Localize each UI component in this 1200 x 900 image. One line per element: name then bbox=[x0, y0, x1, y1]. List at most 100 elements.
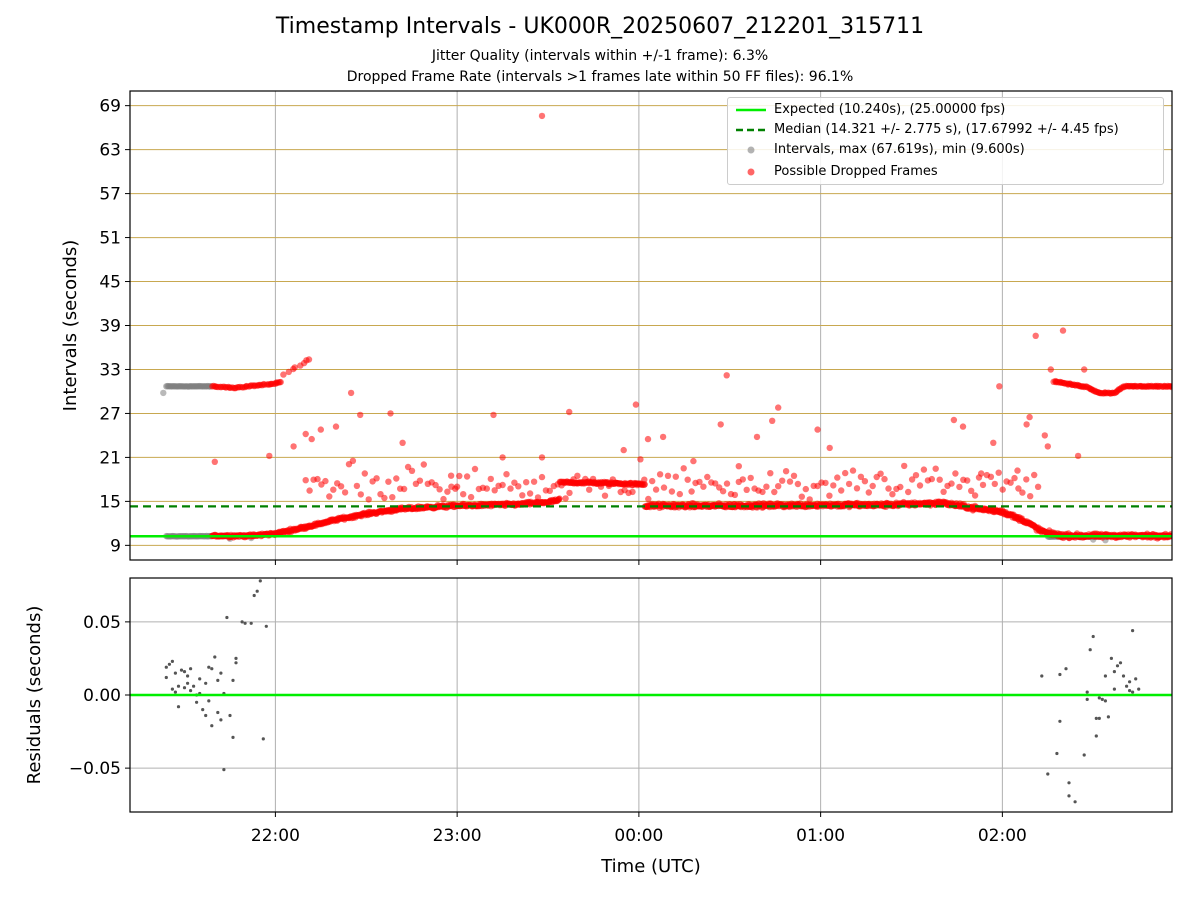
dropped-noise-140 bbox=[853, 485, 861, 492]
legend-median-swatch bbox=[736, 128, 766, 132]
dropped-outlier-43 bbox=[1059, 327, 1067, 334]
residual-point-16 bbox=[192, 684, 196, 688]
residual-point-71 bbox=[1109, 656, 1113, 661]
residual-point-67 bbox=[1100, 697, 1104, 702]
dropped-outlier-36 bbox=[1014, 467, 1021, 474]
dropped-noise-135 bbox=[834, 474, 841, 481]
dropped-noise-184 bbox=[1027, 493, 1034, 500]
dropped-noise-96 bbox=[680, 465, 687, 472]
dropped-noise-180 bbox=[1011, 474, 1018, 482]
legend-dropped-label: Possible Dropped Frames bbox=[774, 164, 938, 179]
dropped-noise-21 bbox=[385, 478, 392, 485]
dropped-outlier-41 bbox=[1044, 443, 1052, 450]
dropped-outlier-11 bbox=[399, 439, 406, 446]
chart-title: Timestamp Intervals - UK000R_20250607_21… bbox=[275, 14, 925, 39]
dropped-rising-7 bbox=[305, 356, 313, 363]
dropped-noise-154 bbox=[908, 476, 916, 483]
dropped-noise-119 bbox=[771, 488, 778, 496]
residual-point-29 bbox=[216, 678, 220, 683]
dropped-noise-139 bbox=[849, 467, 857, 474]
dropped-noise-0 bbox=[302, 477, 309, 484]
dropped-outlier-33 bbox=[978, 470, 985, 477]
legend-intervals-label: Intervals, max (67.619s), min (9.600s) bbox=[774, 142, 1025, 157]
dropped-noise-123 bbox=[786, 478, 794, 485]
residual-point-12 bbox=[186, 674, 190, 678]
residual-point-62 bbox=[1091, 634, 1095, 639]
dropped-outlier-38 bbox=[1026, 413, 1033, 421]
dropped-noise-126 bbox=[798, 493, 805, 500]
dropped-noise-62 bbox=[546, 487, 553, 494]
residual-point-42 bbox=[243, 621, 247, 625]
dropped-high-100 bbox=[641, 481, 648, 488]
dropped-noise-27 bbox=[408, 467, 416, 474]
dropped-outlier-2 bbox=[266, 452, 273, 460]
dropped-outlier-6 bbox=[317, 426, 324, 433]
residual-point-46 bbox=[258, 579, 262, 583]
residual-point-58 bbox=[1082, 753, 1086, 757]
residual-point-50 bbox=[1046, 772, 1050, 776]
dropped-noise-40 bbox=[460, 491, 467, 498]
dropped-noise-134 bbox=[830, 482, 837, 489]
dropped-outlier-44 bbox=[1074, 452, 1082, 460]
residual-point-51 bbox=[1055, 751, 1059, 756]
residual-point-9 bbox=[179, 668, 184, 672]
dropped-noise-149 bbox=[889, 491, 896, 498]
dropped-noise-29 bbox=[416, 477, 424, 484]
dropped-noise-6 bbox=[326, 493, 333, 500]
residual-point-63 bbox=[1094, 734, 1098, 738]
dropped-noise-177 bbox=[999, 486, 1006, 493]
dropped-noise-125 bbox=[794, 480, 802, 488]
legend-item-median: Median (14.321 +/- 2.775 s), (17.67992 +… bbox=[728, 120, 1163, 140]
dropped-outlier-1 bbox=[211, 458, 218, 465]
bottom-ylabel: Residuals (seconds) bbox=[24, 606, 45, 785]
dropped-noise-100 bbox=[696, 478, 703, 486]
chart-subtitle-dropped: Dropped Frame Rate (intervals >1 frames … bbox=[346, 69, 854, 85]
dropped-noise-89 bbox=[652, 486, 660, 493]
dropped-noise-112 bbox=[743, 486, 750, 493]
dropped-noise-20 bbox=[381, 494, 388, 502]
residual-point-10 bbox=[182, 686, 187, 690]
top-ytick-label-5: 39 bbox=[99, 317, 121, 337]
residual-point-21 bbox=[201, 708, 205, 712]
top-ytick-label-1: 15 bbox=[99, 492, 121, 512]
residual-point-44 bbox=[252, 593, 256, 598]
dropped-outlier-32 bbox=[959, 423, 967, 430]
dropped-outlier-9 bbox=[357, 411, 364, 419]
dropped-noise-152 bbox=[901, 462, 908, 470]
residual-point-25 bbox=[207, 699, 211, 703]
residual-point-79 bbox=[1128, 689, 1132, 693]
residual-point-48 bbox=[264, 624, 268, 628]
residual-point-24 bbox=[207, 665, 211, 669]
top-ytick-label-4: 33 bbox=[99, 360, 121, 380]
dropped-noise-86 bbox=[641, 476, 648, 483]
residual-point-61 bbox=[1088, 648, 1092, 652]
dropped-outlier-34 bbox=[990, 439, 997, 446]
residual-point-52 bbox=[1058, 719, 1062, 723]
dropped-outlier-12 bbox=[447, 472, 455, 479]
dropped-tail-111 bbox=[1168, 383, 1172, 391]
residual-point-56 bbox=[1067, 794, 1071, 798]
dropped-noise-98 bbox=[688, 488, 695, 495]
dropped-outlier-42 bbox=[1047, 366, 1055, 373]
residual-point-11 bbox=[182, 670, 187, 674]
residual-points bbox=[164, 579, 1141, 804]
dropped-noise-57 bbox=[526, 490, 534, 497]
residual-point-40 bbox=[234, 656, 238, 661]
legend-dropped-swatch bbox=[747, 168, 755, 176]
legend-median-label: Median (14.321 +/- 2.775 s), (17.67992 +… bbox=[774, 122, 1119, 137]
dropped-noise-33 bbox=[432, 481, 439, 489]
dropped-outlier-20 bbox=[644, 435, 652, 443]
dropped-noise-185 bbox=[1031, 471, 1038, 479]
residual-point-20 bbox=[198, 677, 202, 681]
residual-point-28 bbox=[213, 655, 217, 659]
dropped-noise-23 bbox=[393, 475, 400, 482]
interval-point-extra-0 bbox=[160, 389, 167, 397]
dropped-noise-39 bbox=[456, 472, 463, 480]
residual-point-77 bbox=[1125, 684, 1129, 688]
top-ytick-label-10: 69 bbox=[99, 97, 121, 117]
dropped-outlier-31 bbox=[950, 416, 958, 424]
top-data bbox=[160, 112, 1172, 544]
dropped-outlier-40 bbox=[1041, 432, 1049, 439]
dropped-noise-83 bbox=[629, 488, 636, 496]
dropped-noise-41 bbox=[463, 473, 471, 480]
